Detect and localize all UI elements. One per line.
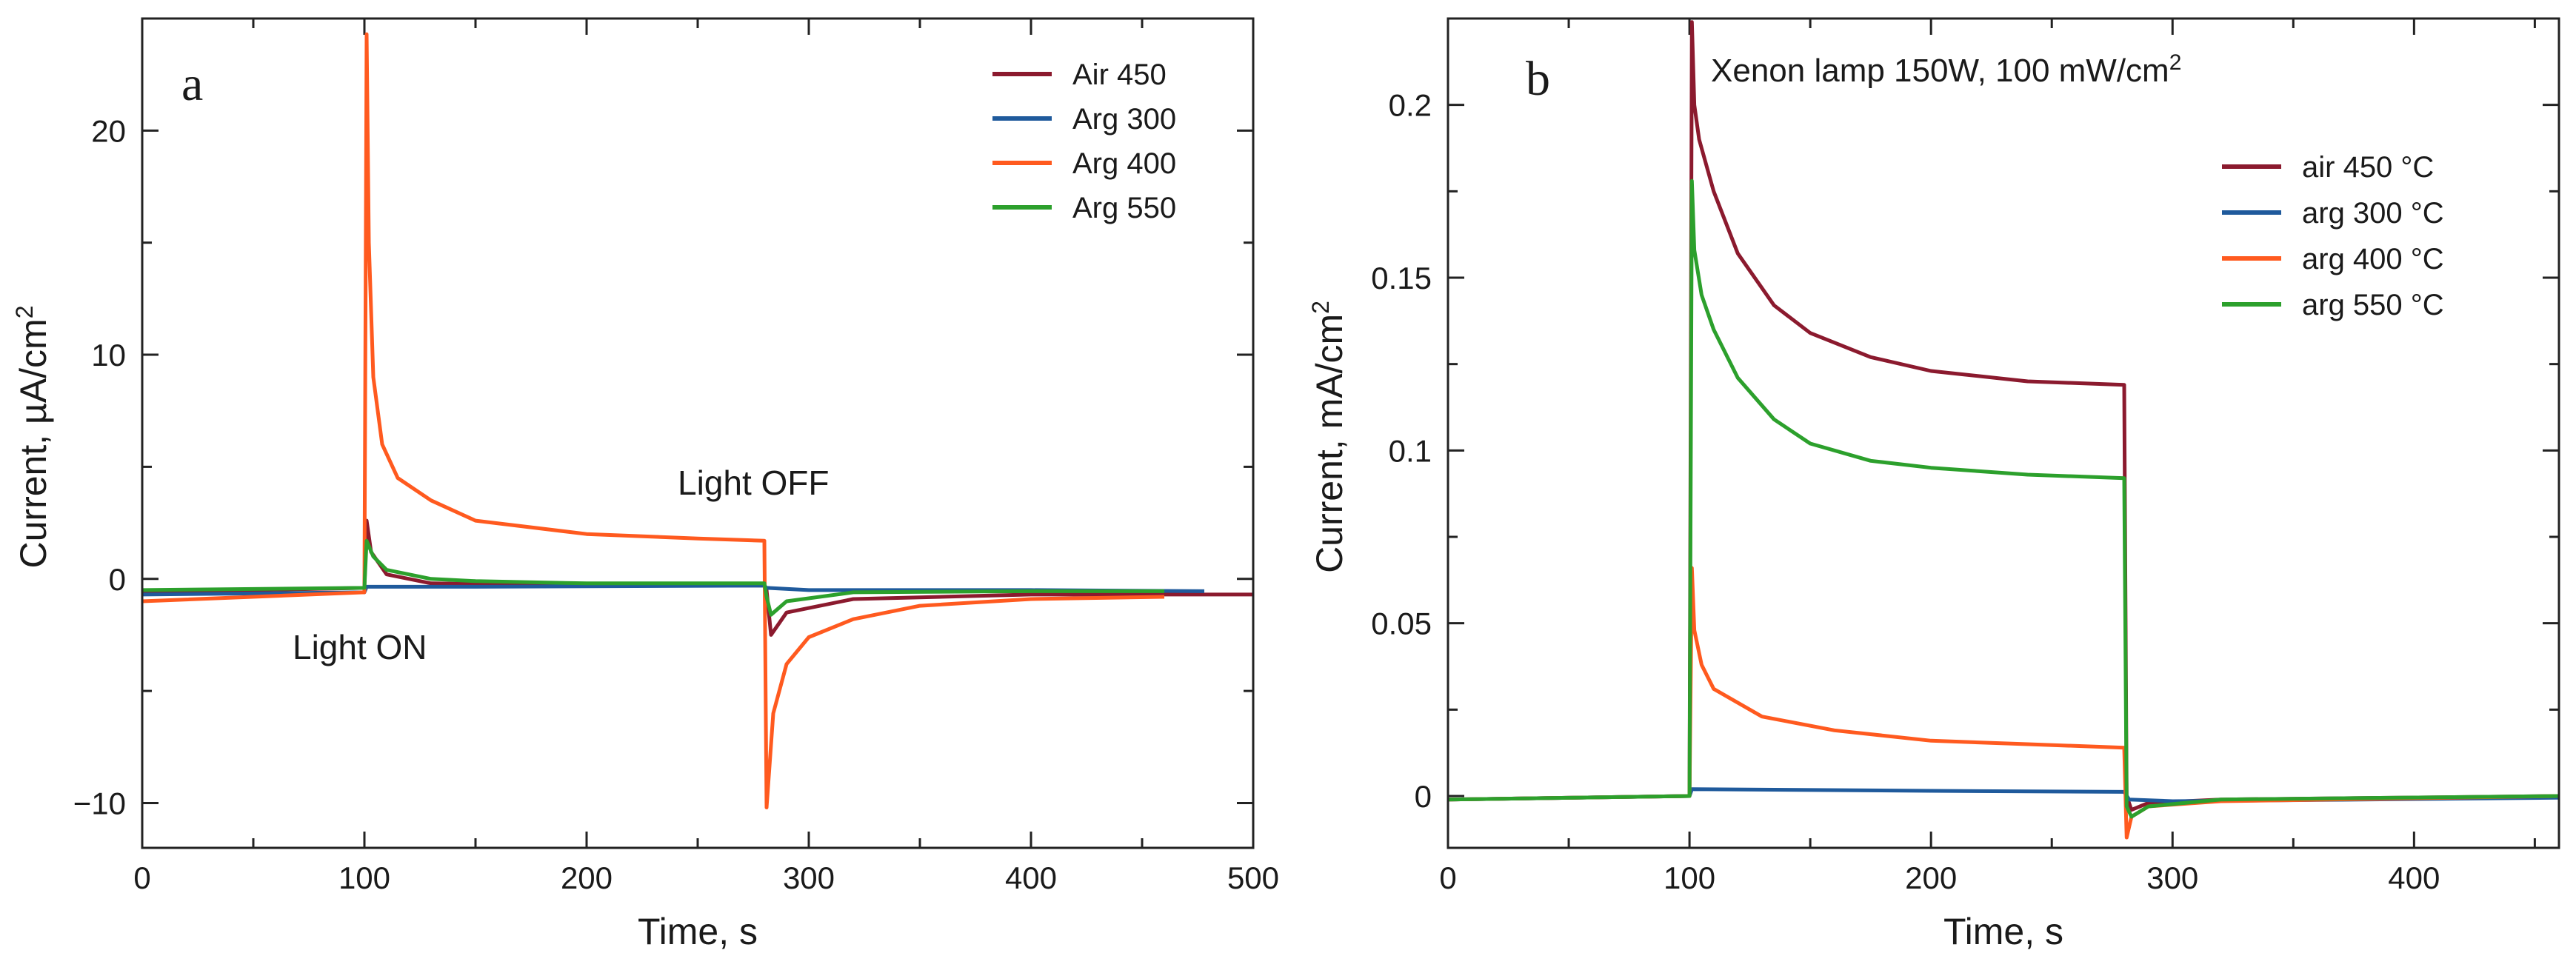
panel-b-y-tick-label: 0.2 [1389,88,1432,123]
panel-b-legend-label-air-450-c: air 450 °C [2302,151,2434,184]
panel-b-y-axis-label: Current, mA/cm2 [1307,301,1350,573]
panel-b-y-tick-label: 0.15 [1371,261,1432,295]
panel-a-x-tick-label: 0 [133,860,150,895]
panel-a-chart: Current, µA/cm2 −10 0 10 20 0 100 200 300 400 50… [11,17,1279,952]
panel-a-series-arg-550 [141,538,1164,617]
panel-a-annotation-light-on: Light ON [293,628,427,666]
panel-b-legend-label-arg-400-c: arg 400 °C [2302,243,2444,275]
panel-b-chart: Current, mA/cm2 0 0.05 0.1 0.15 0.2 0 100 200 3… [1307,17,2560,952]
panel-b-title: Xenon lamp 150W, 100 mW/cm2 [1711,50,2181,90]
panel-a-annotation-light-off: Light OFF [678,464,830,502]
panel-b-x-tick-label: 200 [1905,860,1957,895]
panel-b-legend-label-arg-300-c: arg 300 °C [2302,197,2444,230]
panel-b-x-tick-label: 300 [2146,860,2198,895]
panel-b-y-tick-label: 0 [1415,779,1432,814]
panel-a-legend-label-arg-300: Arg 300 [1072,103,1176,136]
panel-b-series-air-450-c [1447,20,2560,812]
panel-b-plot-frame [1447,17,2560,849]
panel-a-x-tick-label: 200 [561,860,613,895]
panel-a-legend-label-arg-400: Arg 400 [1072,147,1176,180]
panel-a-x-axis-label: Time, s [638,911,758,952]
panel-b-y-tick-label: 0.05 [1371,606,1432,641]
panel-a-legend-label-air-450: Air 450 [1072,58,1167,91]
panel-b-label: b [1526,52,1550,106]
panel-a-series-arg-400 [141,32,1165,809]
panel-a-y-tick-label: −10 [73,786,126,820]
panel-b-x-axis-label: Time, s [1943,911,2063,952]
panel-a-plot-frame [141,17,1255,849]
panel-b-series-arg-550-c [1447,178,2560,819]
panel-a-y-tick-label: 10 [91,338,126,372]
panel-b-x-tick-label: 400 [2388,860,2440,895]
panel-b-legend: air 450 °C arg 300 °C arg 400 °C arg 550 °C [2222,151,2444,321]
panel-a-x-tick-label: 300 [783,860,835,895]
panel-a-legend-label-arg-550: Arg 550 [1072,192,1176,224]
panel-a-y-tick-label: 0 [109,562,126,597]
panel-a-x-tick-label: 100 [338,860,390,895]
panel-b-legend-label-arg-550-c: arg 550 °C [2302,289,2444,321]
panel-a-y-axis-label: Current, µA/cm2 [11,305,54,568]
panel-a-legend: Air 450 Arg 300 Arg 400 Arg 550 [992,58,1176,224]
panel-b-y-tick-label: 0.1 [1389,433,1432,468]
panel-a-x-tick-label: 500 [1227,860,1279,895]
panel-a-label: a [181,57,203,111]
panel-b-x-tick-label: 100 [1664,860,1715,895]
panel-a-x-tick-label: 400 [1005,860,1057,895]
panel-a-y-tick-label: 20 [91,113,126,148]
panel-b-x-tick-label: 0 [1439,860,1456,895]
